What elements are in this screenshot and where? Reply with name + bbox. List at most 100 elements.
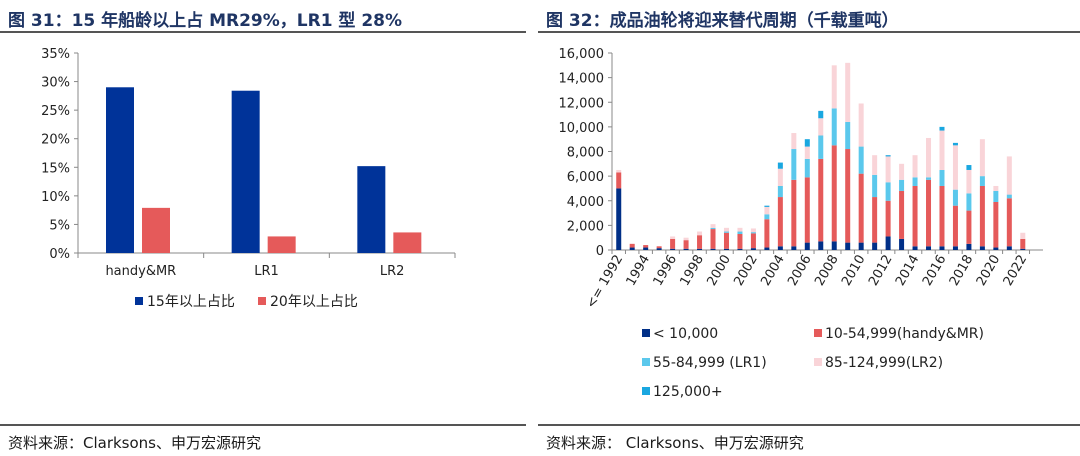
figure-32-chart: 0 2,000 4,000 6,000 8,000 10,000 12,000 14,000 1… xyxy=(559,47,1043,400)
bar-segment-2021-series-3 xyxy=(1006,194,1012,199)
x-tick-label: 1996 xyxy=(651,253,681,289)
y-tick-label: 30% xyxy=(41,76,70,91)
bar-segment-1996-series-1 xyxy=(670,248,676,250)
x-tick-label: 2008 xyxy=(812,253,842,289)
bar-segment-1998-series-2 xyxy=(697,235,703,249)
figure-32-source: 资料来源： Clarksons、申万宏源研究 xyxy=(546,434,804,452)
bar-segment-2013-series-4 xyxy=(899,163,905,180)
bar-segment-2008-series-2 xyxy=(831,145,837,242)
bar-segment-2019-series-4 xyxy=(979,139,985,177)
bar-segment-2005-series-4 xyxy=(791,133,797,150)
x-tick-label: 2012 xyxy=(866,253,896,289)
bar-segment-2003-series-5 xyxy=(764,205,770,207)
bar-segment-2003-series-2 xyxy=(764,219,770,248)
bar-segment-1999-series-1 xyxy=(710,248,716,250)
x-tick-label: 1998 xyxy=(677,253,707,289)
bar-segment-2015-series-1 xyxy=(926,246,932,250)
bar-segment-2013-series-2 xyxy=(899,190,905,239)
bar-segment-2021-series-4 xyxy=(1006,156,1012,195)
bar-20yr-lr2 xyxy=(393,232,422,253)
bar-segment-2003-series-4 xyxy=(764,206,770,215)
bar-segment-2013-series-3 xyxy=(899,179,905,191)
bar-segment-2018-series-3 xyxy=(966,193,972,211)
x-tick-label: 1994 xyxy=(624,253,654,289)
x-tick-label: 2022 xyxy=(1001,253,1031,289)
bar-segment-2022-series-4 xyxy=(1020,232,1026,239)
bar-segment-2016-series-4 xyxy=(939,130,945,170)
bar-segment-2019-series-2 xyxy=(979,185,985,247)
bar-segment-2000-series-2 xyxy=(723,232,729,249)
bar-segment-2006-series-1 xyxy=(804,242,810,250)
bar-segment-2004-series-2 xyxy=(777,197,783,247)
bar-segment-2015-series-4 xyxy=(926,137,932,178)
y-tick-label: 4,000 xyxy=(567,195,604,210)
bar-segment-2002-series-2 xyxy=(750,233,756,249)
x-tick-label: handy&MR xyxy=(105,264,176,279)
bar-segment-2017-series-3 xyxy=(952,189,958,206)
bar-segment-2017-series-5 xyxy=(952,142,958,146)
x-tick-label: 2002 xyxy=(731,253,761,289)
bar-segment-2000-series-4 xyxy=(723,227,729,232)
bar-segment-2010-series-1 xyxy=(858,242,864,250)
bar-segment-2020-series-1 xyxy=(993,247,999,250)
bar-segment-2011-series-4 xyxy=(872,155,878,175)
bar-segment-2007-series-2 xyxy=(818,158,824,242)
y-tick-label: 0% xyxy=(49,247,70,262)
x-tick-label: 2020 xyxy=(974,253,1004,289)
bar-segment-1999-series-3 xyxy=(710,227,716,230)
legend-swatch-15yr xyxy=(135,297,143,305)
bar-segment-2012-series-5 xyxy=(885,155,891,157)
y-tick-label: 25% xyxy=(41,104,70,119)
y-tick-label: 15% xyxy=(41,161,70,176)
bar-segment-1996-series-2 xyxy=(670,238,676,249)
bar-segment-2007-series-5 xyxy=(818,110,824,119)
bar-segment-2007-series-1 xyxy=(818,241,824,250)
bar-segment-1995-series-2 xyxy=(656,246,662,249)
bar-segment-2015-series-2 xyxy=(926,179,932,247)
bar-segment-2013-series-1 xyxy=(899,238,905,250)
bar-segment-2017-series-1 xyxy=(952,246,958,250)
bar-segment-2020-series-2 xyxy=(993,201,999,248)
x-tick-label: 2004 xyxy=(758,253,788,289)
figure-32-title: 图 32：成品油轮将迎来替代周期（千载重吨） xyxy=(546,11,899,31)
legend-label-15yr: 15年以上占比 xyxy=(147,294,235,310)
bar-segment-2016-series-5 xyxy=(939,126,945,131)
bar-15yr-handymr xyxy=(106,87,134,254)
bar-segment-2000-series-3 xyxy=(723,231,729,233)
bar-segment-2018-series-1 xyxy=(966,243,972,250)
bar-segment-2006-series-2 xyxy=(804,177,810,243)
y-tick-label: 5% xyxy=(49,218,70,233)
y-tick-label: 12,000 xyxy=(559,96,605,111)
figure-31-bottom-rule xyxy=(0,424,526,426)
bar-15yr-lr1 xyxy=(231,90,260,253)
bar-segment-2000-series-1 xyxy=(723,248,729,250)
bar-segment-2001-series-3 xyxy=(737,231,743,234)
bar-segment-2020-series-4 xyxy=(993,185,999,191)
bar-segment-2006-series-3 xyxy=(804,158,810,178)
y-tick-label: 35% xyxy=(41,47,70,62)
bar-segment-1992-series-2 xyxy=(616,172,622,189)
x-tick-label: 2000 xyxy=(704,253,734,289)
bar-segment-2005-series-3 xyxy=(791,149,797,180)
x-tick-label: 2016 xyxy=(920,253,950,289)
y-tick-label: 2,000 xyxy=(567,219,604,234)
bar-segment-2009-series-3 xyxy=(845,121,851,150)
bar-segment-2008-series-1 xyxy=(831,241,837,250)
bar-segment-2014-series-2 xyxy=(912,185,918,247)
figure-32-panel: 图 32：成品油轮将迎来替代周期（千载重吨） 0 2,000 4,000 6,000 8… xyxy=(538,0,1080,456)
x-tick-label: LR1 xyxy=(254,264,279,279)
figure-31-panel: 图 31：15 年船龄以上占 MR29%，LR1 型 28% 0% 5% 10% 15… xyxy=(0,0,526,456)
bar-segment-2002-series-3 xyxy=(750,232,756,234)
bar-segment-2017-series-2 xyxy=(952,205,958,247)
bar-segment-2021-series-2 xyxy=(1006,198,1012,247)
bar-segment-2006-series-4 xyxy=(804,146,810,159)
y-tick-label: 16,000 xyxy=(559,47,605,62)
bar-segment-2016-series-3 xyxy=(939,169,945,186)
bar-segment-2021-series-1 xyxy=(1006,246,1012,250)
bar-segment-2012-series-1 xyxy=(885,236,891,250)
figure-31-chart: 0% 5% 10% 15% 20% 25% 30% 35% handy&MR LR1 LR2 15年以… xyxy=(41,47,456,310)
bar-segment-2005-series-1 xyxy=(791,246,797,250)
legend-label-series-2: 10-54,999(handy&MR) xyxy=(825,326,984,342)
bar-segment-2001-series-1 xyxy=(737,248,743,250)
figure-31-source: 资料来源：Clarksons、申万宏源研究 xyxy=(8,434,262,452)
